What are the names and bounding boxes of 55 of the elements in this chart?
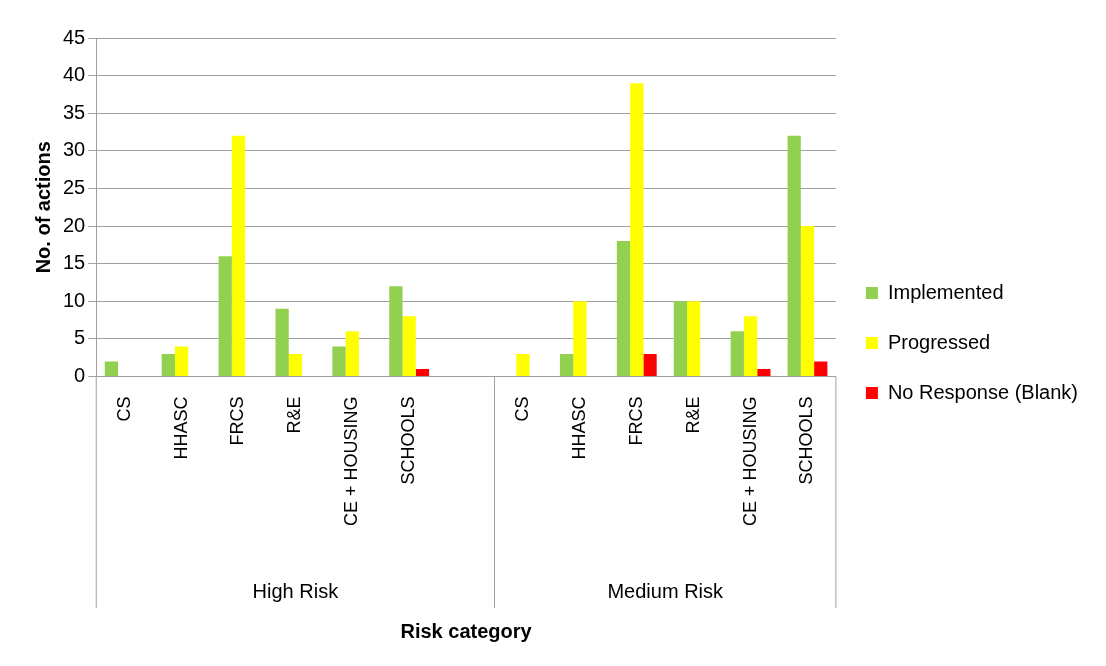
bar xyxy=(800,226,815,376)
legend-label: Implemented xyxy=(887,280,1004,303)
bar xyxy=(516,353,530,376)
bar xyxy=(743,316,758,376)
bar xyxy=(687,301,701,376)
x-tick-label: CE + HOUSING xyxy=(739,396,760,527)
y-tick-label: 35 xyxy=(63,100,86,123)
bar xyxy=(161,353,175,376)
x-tick-label: HHASC xyxy=(170,396,191,460)
bar xyxy=(231,135,246,376)
x-tick-label: FRCS xyxy=(625,396,646,446)
y-tick-label: 10 xyxy=(63,288,86,311)
bar xyxy=(275,308,289,376)
y-tick-label: 15 xyxy=(63,251,86,274)
x-tick-label: CE + HOUSING xyxy=(341,396,362,527)
text: High Risk xyxy=(252,579,340,602)
y-tick-label: 30 xyxy=(63,138,86,161)
y-tick-label: 45 xyxy=(63,25,86,48)
bar xyxy=(402,316,416,376)
y-axis-title: No. of actions xyxy=(31,141,54,274)
bar xyxy=(288,353,303,376)
x-axis-title: Risk category xyxy=(400,619,533,642)
bar xyxy=(643,353,657,376)
bar xyxy=(673,301,688,376)
bar xyxy=(415,368,430,376)
x-tick-label: CS xyxy=(113,396,134,422)
y-tick-label: 20 xyxy=(63,213,86,236)
bar xyxy=(814,361,828,376)
legend-label: Progressed xyxy=(887,330,991,353)
bar xyxy=(332,346,346,376)
x-tick-label: HHASC xyxy=(568,396,589,460)
bar xyxy=(787,135,801,376)
bar xyxy=(559,353,574,376)
y-tick-label: 40 xyxy=(63,63,86,86)
bar xyxy=(757,368,771,376)
y-tick-label: 25 xyxy=(63,175,86,198)
bar xyxy=(573,301,587,376)
x-tick-label: SCHOOLS xyxy=(796,396,817,485)
bar xyxy=(104,361,119,376)
legend-label: No Response (Blank) xyxy=(887,380,1079,403)
y-tick-label: 0 xyxy=(74,363,86,386)
bar xyxy=(218,256,232,376)
x-tick-label: FRCS xyxy=(227,396,248,446)
text: Medium Risk xyxy=(607,579,725,602)
bar xyxy=(630,83,644,376)
x-tick-label: R&E xyxy=(682,396,703,434)
bar xyxy=(730,331,744,376)
bar xyxy=(174,346,189,376)
y-tick-label: 5 xyxy=(74,326,86,349)
x-tick-label: SCHOOLS xyxy=(398,396,419,485)
bar xyxy=(616,241,631,376)
x-tick-label: R&E xyxy=(284,396,305,434)
x-tick-label: CS xyxy=(511,396,532,422)
bar xyxy=(389,286,403,376)
bar xyxy=(345,331,359,376)
